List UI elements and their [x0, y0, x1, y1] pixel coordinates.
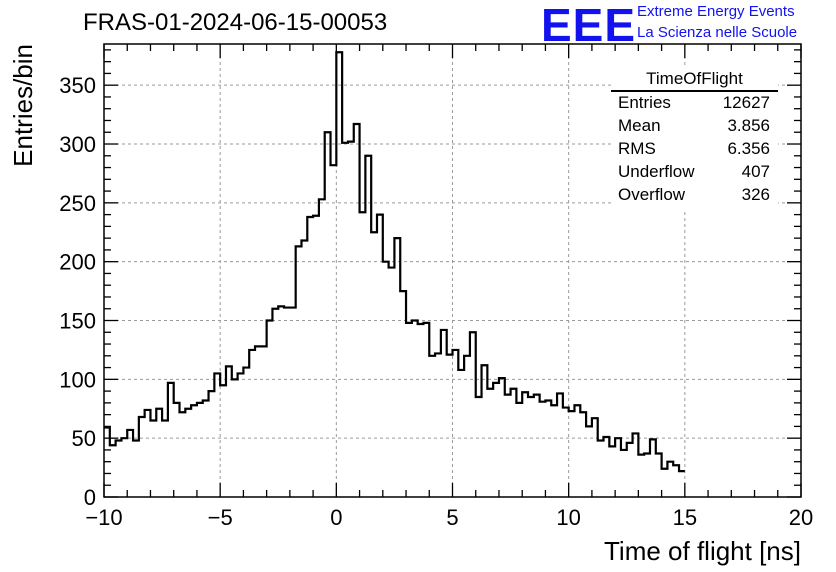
axis-ticks: [103, 44, 802, 498]
eee-logo: EEE: [541, 0, 637, 51]
stats-value: 6.356: [727, 139, 770, 158]
x-tick-label: 0: [330, 505, 342, 530]
x-tick-label: 10: [556, 505, 580, 530]
y-tick-label: 300: [59, 132, 96, 157]
x-tick-label: 15: [673, 505, 697, 530]
stats-label: Mean: [618, 116, 661, 135]
stats-title: TimeOfFlight: [646, 69, 743, 88]
histogram-series: [104, 51, 685, 473]
y-tick-label: 100: [59, 367, 96, 392]
x-tick-label: 20: [789, 505, 813, 530]
x-tick-label: −10: [85, 505, 122, 530]
stats-value: 3.856: [727, 116, 770, 135]
y-tick-label: 250: [59, 191, 96, 216]
y-tick-label: 350: [59, 73, 96, 98]
stats-label: Overflow: [618, 185, 686, 204]
x-tick-label: −5: [208, 505, 233, 530]
logo-caption-line2: La Scienza nelle Scuole: [637, 24, 798, 41]
run-title: FRAS-01-2024-06-15-00053: [83, 9, 388, 36]
stats-value: 407: [741, 162, 770, 181]
y-tick-label: 200: [59, 250, 96, 275]
plot-frame: [103, 43, 802, 498]
y-axis-label: Entries/bin: [8, 44, 38, 167]
x-tick-label: 5: [446, 505, 458, 530]
stats-box: TimeOfFlight Entries 12627 Mean 3.856 RM…: [611, 68, 778, 210]
logo-caption-line1: Extreme Energy Events: [637, 3, 795, 20]
y-tick-label: 0: [84, 485, 96, 510]
x-axis-label: Time of flight [ns]: [604, 536, 801, 566]
stats-value: 326: [741, 185, 770, 204]
stats-label: RMS: [618, 139, 656, 158]
y-tick-label: 150: [59, 309, 96, 334]
y-tick-label: 50: [72, 426, 96, 451]
stats-label: Underflow: [618, 162, 695, 181]
stats-divider: [611, 90, 778, 92]
stats-label: Entries: [618, 93, 671, 112]
stats-value: 12627: [722, 93, 770, 112]
